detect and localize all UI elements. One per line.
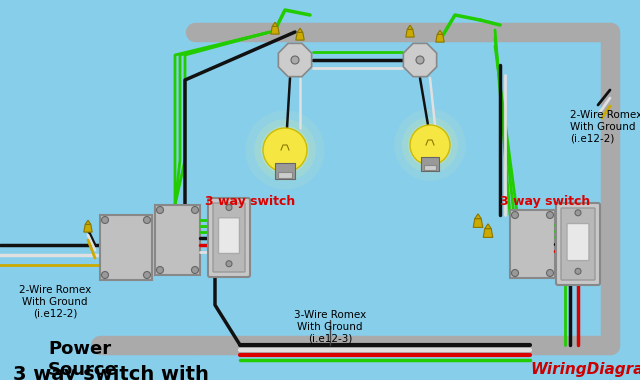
Circle shape xyxy=(575,210,581,216)
Text: 2-Wire Romex
With Ground
(i.e12-2): 2-Wire Romex With Ground (i.e12-2) xyxy=(570,110,640,143)
Circle shape xyxy=(547,269,554,277)
Circle shape xyxy=(263,128,307,172)
Bar xyxy=(100,215,152,280)
Circle shape xyxy=(416,56,424,64)
Bar xyxy=(510,210,555,278)
Circle shape xyxy=(410,125,450,165)
Polygon shape xyxy=(85,220,91,225)
Circle shape xyxy=(157,266,163,274)
Polygon shape xyxy=(84,225,92,232)
Circle shape xyxy=(157,206,163,214)
Polygon shape xyxy=(406,29,414,37)
FancyBboxPatch shape xyxy=(213,203,245,272)
Polygon shape xyxy=(485,224,492,229)
Circle shape xyxy=(102,271,109,279)
Polygon shape xyxy=(475,214,481,218)
Bar xyxy=(421,157,439,171)
FancyBboxPatch shape xyxy=(556,203,600,285)
Circle shape xyxy=(143,271,150,279)
Polygon shape xyxy=(407,25,413,29)
Text: 3 way switch with: 3 way switch with xyxy=(13,365,209,380)
Polygon shape xyxy=(437,30,443,35)
Circle shape xyxy=(408,123,452,167)
Polygon shape xyxy=(278,43,312,77)
Circle shape xyxy=(547,212,554,218)
FancyBboxPatch shape xyxy=(561,208,595,280)
Circle shape xyxy=(394,109,466,181)
Polygon shape xyxy=(473,218,483,227)
Circle shape xyxy=(291,56,299,64)
Circle shape xyxy=(254,119,316,181)
Circle shape xyxy=(226,261,232,267)
Circle shape xyxy=(261,126,309,174)
Bar xyxy=(278,172,292,177)
Bar xyxy=(155,205,200,275)
Polygon shape xyxy=(483,229,493,238)
Circle shape xyxy=(511,269,518,277)
Circle shape xyxy=(226,204,232,211)
FancyBboxPatch shape xyxy=(218,218,239,253)
Polygon shape xyxy=(272,22,278,26)
Text: Power
Source: Power Source xyxy=(48,340,118,379)
FancyBboxPatch shape xyxy=(567,223,589,261)
Circle shape xyxy=(402,117,458,173)
Bar xyxy=(275,163,295,179)
Polygon shape xyxy=(271,26,279,34)
Polygon shape xyxy=(297,28,303,32)
Text: WiringDiagram21.com: WiringDiagram21.com xyxy=(530,362,640,377)
Text: 3-Wire Romex
With Ground
(i.e12-3): 3-Wire Romex With Ground (i.e12-3) xyxy=(294,310,366,343)
Circle shape xyxy=(575,268,581,274)
Bar xyxy=(424,165,436,170)
Text: 2-Wire Romex
With Ground
(i.e12-2): 2-Wire Romex With Ground (i.e12-2) xyxy=(19,285,91,318)
Circle shape xyxy=(245,111,324,190)
Polygon shape xyxy=(403,43,436,77)
Circle shape xyxy=(102,217,109,223)
Text: 3 way switch: 3 way switch xyxy=(205,195,295,208)
Circle shape xyxy=(143,217,150,223)
Circle shape xyxy=(511,212,518,218)
Polygon shape xyxy=(296,32,304,40)
Polygon shape xyxy=(436,35,444,42)
Text: 3 way switch: 3 way switch xyxy=(500,195,590,208)
Circle shape xyxy=(191,266,198,274)
FancyBboxPatch shape xyxy=(208,198,250,277)
Circle shape xyxy=(191,206,198,214)
